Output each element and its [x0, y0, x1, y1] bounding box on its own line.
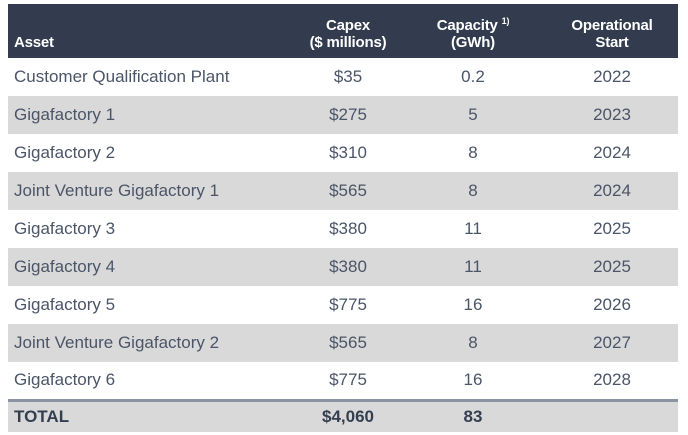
cell-capex: $775: [329, 370, 367, 390]
table-row: Joint Venture Gigafactory 1 $565 8 2024: [8, 172, 678, 210]
col-header-asset: Asset: [8, 4, 296, 58]
total-capex: $4,060: [296, 398, 400, 432]
cell-capacity: 16: [463, 295, 483, 314]
cell-asset: Gigafactory 4: [8, 248, 296, 286]
cell-capex: $35: [333, 67, 363, 86]
cell-start: 2025: [546, 248, 678, 286]
asset-capex-table: Asset Capex ($ millions) Capacity 1) (GW…: [8, 4, 678, 432]
col-header-capex-label: Capex: [325, 17, 371, 34]
cell-capacity: 0.2: [461, 67, 485, 86]
total-row: TOTAL $4,060 83: [8, 398, 678, 432]
table-row: Gigafactory 2 $310 8 2024: [8, 134, 678, 172]
cell-capacity: 8: [400, 172, 546, 210]
cell-start: 2027: [546, 324, 678, 362]
cell-start: 2028: [593, 370, 631, 390]
cell-capex: $275: [296, 96, 400, 134]
table-row: Gigafactory 1 $275 5 2023: [8, 96, 678, 134]
table-row: Gigafactory 3 $380 11 2025: [8, 210, 678, 248]
col-header-operational-label: Operational: [571, 17, 653, 34]
footnote-marker: 1): [501, 16, 510, 26]
cell-capacity: 11: [400, 248, 546, 286]
cell-capex: $380: [296, 248, 400, 286]
cell-capex: $380: [329, 219, 367, 238]
cell-start: 2023: [546, 96, 678, 134]
cell-capacity: 16: [463, 370, 483, 390]
cell-start: 2024: [546, 172, 678, 210]
cell-capex: $565: [296, 172, 400, 210]
cell-capex: $310: [329, 143, 367, 162]
cell-capacity: 5: [400, 96, 546, 134]
total-capacity: 83: [400, 398, 546, 432]
total-start: [546, 398, 678, 432]
cell-capacity: 8: [400, 324, 546, 362]
table-row: Joint Venture Gigafactory 2 $565 8 2027: [8, 324, 678, 362]
table-row: Gigafactory 4 $380 11 2025: [8, 248, 678, 286]
col-header-capex: Capex ($ millions): [296, 4, 400, 58]
cell-asset: Joint Venture Gigafactory 1: [8, 172, 296, 210]
cell-capex: $565: [296, 324, 400, 362]
cell-asset: Gigafactory 3: [14, 219, 116, 238]
cell-asset: Gigafactory 2: [14, 143, 116, 162]
cell-capex: $775: [329, 295, 367, 314]
cell-asset: Gigafactory 6: [14, 370, 116, 390]
cell-asset: Gigafactory 5: [14, 295, 116, 314]
cell-asset: Gigafactory 1: [8, 96, 296, 134]
col-header-capacity-sublabel: (GWh): [451, 34, 495, 51]
cell-start: 2022: [593, 67, 631, 86]
cell-asset: Joint Venture Gigafactory 2: [8, 324, 296, 362]
col-header-start-sublabel: Start: [595, 34, 629, 51]
col-header-capacity: Capacity 1) (GWh): [400, 4, 546, 58]
table-row: Gigafactory 5 $775 16 2026: [8, 286, 678, 324]
total-label: TOTAL: [8, 398, 296, 432]
cell-start: 2026: [593, 295, 631, 314]
cell-capacity: 11: [464, 219, 482, 238]
table-row: Customer Qualification Plant $35 0.2 202…: [8, 58, 678, 96]
cell-start: 2024: [593, 143, 631, 162]
table-row: Gigafactory 6 $775 16 2028: [8, 362, 678, 400]
cell-capacity: 8: [468, 143, 478, 162]
asset-table: Asset Capex ($ millions) Capacity 1) (GW…: [8, 4, 678, 432]
cell-start: 2025: [593, 219, 631, 238]
col-header-asset-label: Asset: [14, 34, 54, 51]
col-header-capacity-label: Capacity: [436, 17, 498, 34]
col-header-capex-sublabel: ($ millions): [309, 34, 387, 51]
cell-asset: Customer Qualification Plant: [14, 67, 230, 86]
col-header-operational-start: Operational Start: [546, 4, 678, 58]
table-header-row: Asset Capex ($ millions) Capacity 1) (GW…: [8, 4, 678, 58]
